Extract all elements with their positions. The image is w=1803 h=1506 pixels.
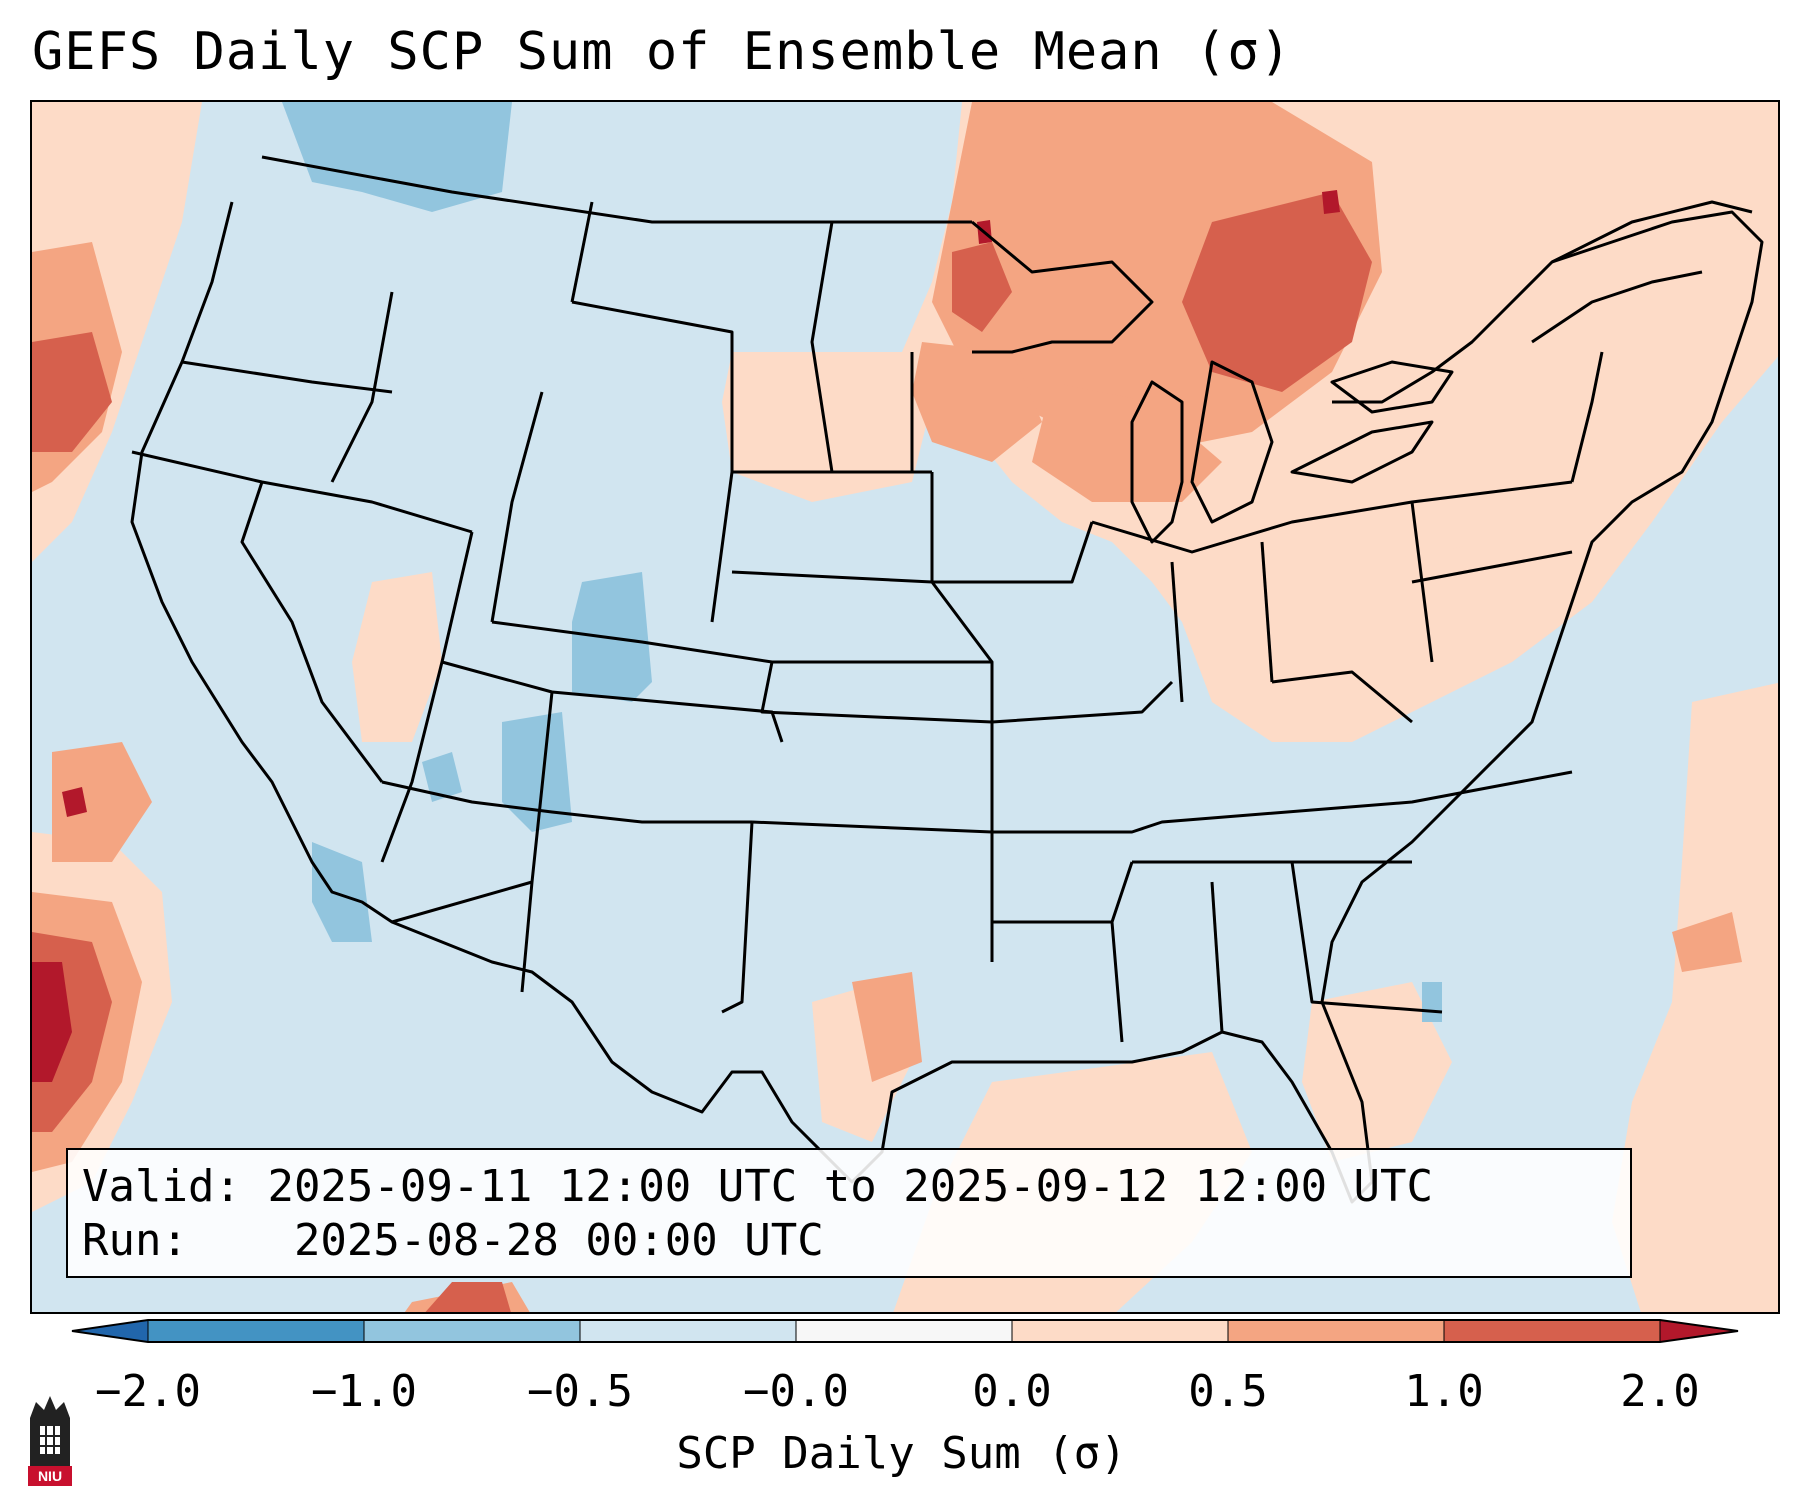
- colorbar-segment: [580, 1320, 797, 1342]
- run-label: Run:: [82, 1215, 188, 1266]
- colorbar-tick-label: 2.0: [1620, 1366, 1700, 1417]
- map-canvas: [32, 102, 1778, 1312]
- map-title: GEFS Daily SCP Sum of Ensemble Mean (σ): [32, 22, 1292, 82]
- anomaly-layer-extreme: [32, 190, 1340, 1082]
- anomaly-layer-light: [32, 102, 1778, 1312]
- colorbar-segment: [1012, 1320, 1229, 1342]
- colorbar-tick-label: −0.5: [527, 1366, 633, 1417]
- colorbar-tick-label: 1.0: [1404, 1366, 1484, 1417]
- colorbar-segment: [1444, 1320, 1661, 1342]
- colorbar: [71, 1319, 1739, 1343]
- colorbar-tick-label: −2.0: [95, 1366, 201, 1417]
- colorbar-tick-label: 0.0: [972, 1366, 1052, 1417]
- niu-logo: NIU: [28, 1396, 72, 1486]
- colorbar-extend-high: [1660, 1320, 1738, 1342]
- map-panel: [30, 100, 1780, 1314]
- colorbar-tick-label: 0.5: [1188, 1366, 1268, 1417]
- colorbar-segment: [1228, 1320, 1445, 1342]
- colorbar-segment: [796, 1320, 1013, 1342]
- colorbar-extend-low: [72, 1320, 148, 1342]
- state-borders: [131, 201, 1604, 1043]
- valid-label: Valid:: [82, 1161, 241, 1212]
- logo-text: NIU: [38, 1468, 62, 1484]
- run-value: 2025-08-28 00:00 UTC: [293, 1215, 824, 1266]
- colorbar-tick-label: −0.0: [743, 1366, 849, 1417]
- valid-value: 2025-09-11 12:00 UTC to 2025-09-12 12:00…: [267, 1161, 1434, 1212]
- colorbar-label: SCP Daily Sum (σ): [676, 1428, 1127, 1479]
- anomaly-layer-negative: [282, 102, 1442, 1022]
- colorbar-tick-label: −1.0: [311, 1366, 417, 1417]
- colorbar-segment: [148, 1320, 365, 1342]
- colorbar-segment: [364, 1320, 581, 1342]
- info-box: Valid: 2025-09-11 12:00 UTC to 2025-09-1…: [66, 1148, 1632, 1278]
